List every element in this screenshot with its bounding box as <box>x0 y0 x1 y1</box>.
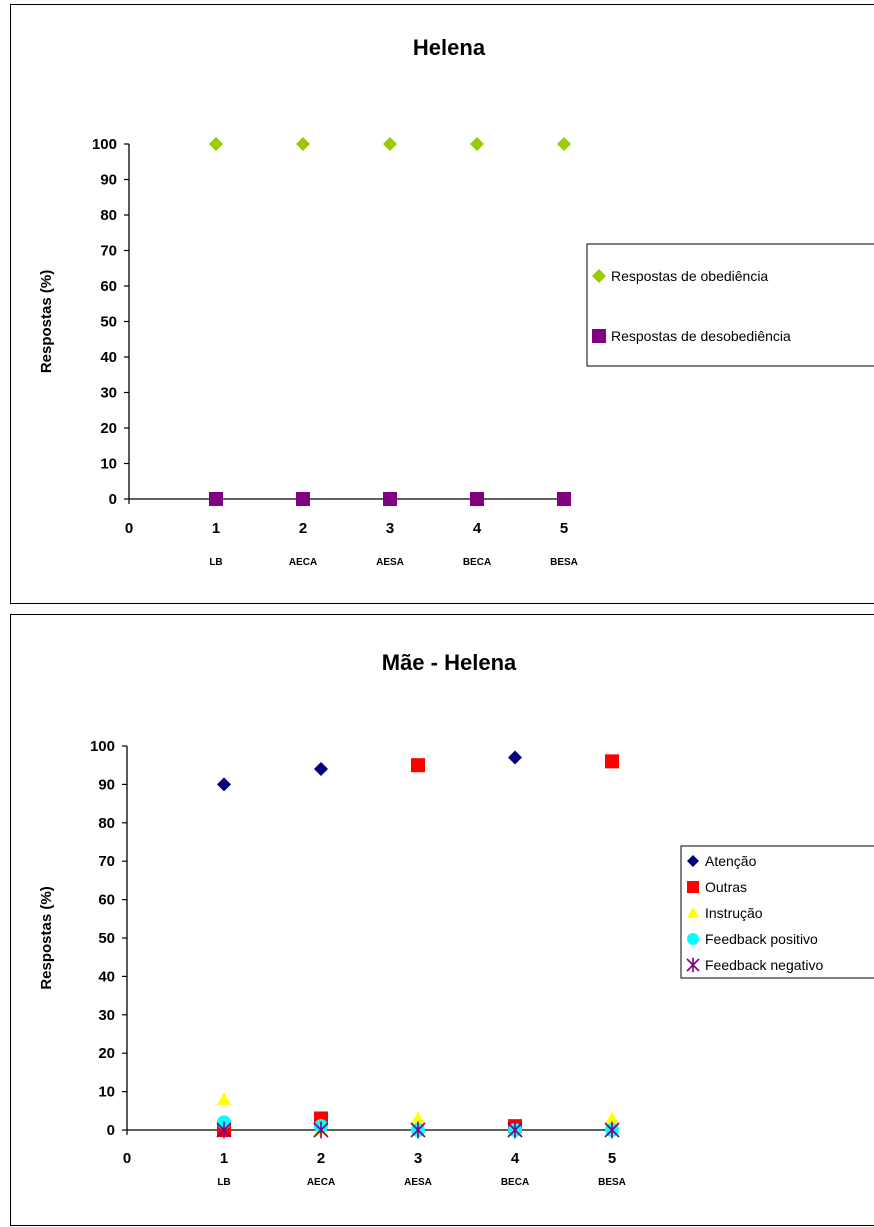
data-point-respostas-de-desobediencia <box>296 492 310 506</box>
data-point-atencao <box>508 750 522 765</box>
y-tick-label: 40 <box>98 968 115 985</box>
x-tick-label: 1 <box>220 1150 228 1167</box>
y-tick-label: 100 <box>90 738 115 755</box>
data-point-respostas-de-desobediencia <box>470 492 484 506</box>
category-label: BECA <box>501 1177 529 1188</box>
data-point-feedback-negativo <box>216 1121 232 1139</box>
y-tick-label: 80 <box>98 815 115 832</box>
x-tick-label: 0 <box>123 1150 131 1167</box>
legend-marker-outras <box>687 881 699 893</box>
category-label: AECA <box>307 1177 335 1188</box>
category-label: LB <box>217 1177 230 1188</box>
legend-label-respostas-de-obediencia: Respostas de obediência <box>611 268 768 284</box>
x-tick-label: 4 <box>511 1150 520 1167</box>
data-point-respostas-de-desobediencia <box>383 492 397 506</box>
data-point-outras <box>411 758 425 773</box>
x-tick-label: 1 <box>212 520 220 537</box>
y-tick-label: 30 <box>100 385 117 402</box>
legend-label-atencao: Atenção <box>705 853 757 869</box>
legend-box <box>586 243 874 367</box>
data-point-outras <box>605 754 619 769</box>
category-label: AECA <box>289 557 317 568</box>
legend-marker-feedback-positivo <box>687 933 699 945</box>
chart-title: Helena <box>413 35 486 60</box>
y-axis-label: Respostas (%) <box>38 886 55 989</box>
y-tick-label: 70 <box>98 853 115 870</box>
data-point-respostas-de-desobediencia <box>557 492 571 506</box>
x-tick-label: 2 <box>317 1150 325 1167</box>
data-point-respostas-de-obediencia <box>470 137 484 151</box>
data-point-feedback-negativo <box>313 1121 329 1139</box>
y-tick-label: 60 <box>98 892 115 909</box>
category-label: LB <box>209 557 222 568</box>
data-point-respostas-de-obediencia <box>557 137 571 151</box>
data-point-respostas-de-obediencia <box>383 137 397 151</box>
y-tick-label: 0 <box>109 491 117 508</box>
chart-panel-mae-helena: Mãe - Helena Respostas (%) 0 10 20 30 40 50 60 70… <box>10 614 874 1226</box>
data-point-instrucao <box>605 1111 619 1125</box>
category-label: BESA <box>598 1177 626 1188</box>
y-tick-label: 10 <box>100 456 117 473</box>
y-tick-label: 60 <box>100 278 117 295</box>
legend-marker-respostas-de-obediencia <box>592 269 606 283</box>
legend-marker-feedback-negativo <box>686 957 700 973</box>
x-tick-label: 3 <box>386 520 394 537</box>
chart-title: Mãe - Helena <box>382 650 517 675</box>
legend-label-outras: Outras <box>705 879 747 895</box>
data-point-respostas-de-obediencia <box>296 137 310 151</box>
y-tick-label: 30 <box>98 1007 115 1024</box>
y-tick-label: 80 <box>100 207 117 224</box>
data-point-atencao <box>217 777 231 792</box>
y-tick-label: 40 <box>100 349 117 366</box>
y-tick-label: 50 <box>98 930 115 947</box>
data-point-feedback-negativo <box>507 1121 523 1139</box>
legend-marker-instrucao <box>687 907 699 918</box>
data-point-instrucao <box>217 1092 231 1105</box>
y-tick-label: 90 <box>100 172 117 189</box>
category-label: BECA <box>463 557 491 568</box>
legend-marker-respostas-de-desobediencia <box>592 329 606 343</box>
y-tick-label: 70 <box>100 243 117 260</box>
y-tick-label: 10 <box>98 1084 115 1101</box>
category-label: AESA <box>404 1177 432 1188</box>
category-label: BESA <box>550 557 578 568</box>
category-label: AESA <box>376 557 404 568</box>
x-tick-label: 0 <box>125 520 133 537</box>
x-tick-label: 4 <box>473 520 482 537</box>
y-axis-label: Respostas (%) <box>38 270 55 373</box>
legend-label-respostas-de-desobediencia: Respostas de desobediência <box>611 328 791 344</box>
data-point-respostas-de-desobediencia <box>209 492 223 506</box>
data-point-atencao <box>314 762 328 777</box>
x-tick-label: 5 <box>608 1150 616 1167</box>
x-tick-label: 2 <box>299 520 307 537</box>
legend-label-feedback-negativo: Feedback negativo <box>705 957 824 973</box>
chart-panel-helena: Helena Respostas (%) 0 10 20 30 40 50 60 70 80 90 10… <box>10 4 874 604</box>
legend-label-instrucao: Instrução <box>705 905 763 921</box>
x-tick-label: 3 <box>414 1150 422 1167</box>
data-point-respostas-de-obediencia <box>209 137 223 151</box>
y-tick-label: 20 <box>100 420 117 437</box>
y-tick-label: 90 <box>98 776 115 793</box>
y-tick-label: 0 <box>107 1122 115 1139</box>
data-point-feedback-negativo <box>410 1121 426 1139</box>
legend-label-feedback-positivo: Feedback positivo <box>705 931 818 947</box>
y-tick-label: 20 <box>98 1045 115 1062</box>
data-point-feedback-negativo <box>604 1121 620 1139</box>
data-point-instrucao <box>411 1111 425 1125</box>
y-tick-label: 50 <box>100 314 117 331</box>
legend-marker-atencao <box>687 855 699 867</box>
x-tick-label: 5 <box>560 520 568 537</box>
legend-box <box>680 845 874 979</box>
y-tick-label: 100 <box>92 136 117 153</box>
